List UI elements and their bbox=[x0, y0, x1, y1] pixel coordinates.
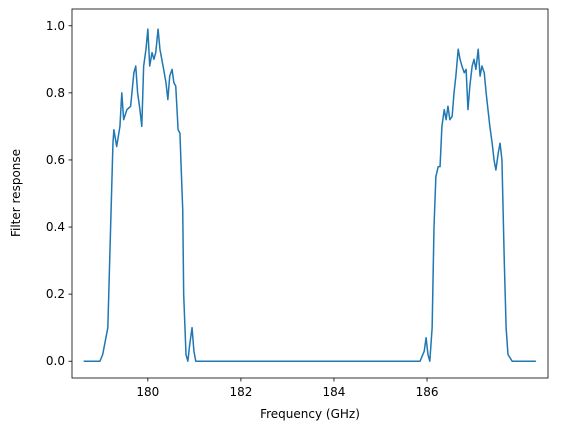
y-tick-label: 0.2 bbox=[46, 287, 65, 301]
x-axis-label: Frequency (GHz) bbox=[260, 407, 360, 421]
y-tick-label: 0.0 bbox=[46, 354, 65, 368]
y-tick-label: 0.4 bbox=[46, 220, 65, 234]
y-tick-label: 0.6 bbox=[46, 153, 65, 167]
x-tick-label: 186 bbox=[416, 385, 439, 399]
y-axis-label: Filter response bbox=[9, 149, 23, 237]
axes-frame bbox=[71, 8, 549, 379]
x-tick-label: 182 bbox=[229, 385, 252, 399]
x-tick-label: 180 bbox=[136, 385, 159, 399]
y-tick-label: 0.8 bbox=[46, 86, 65, 100]
line-series bbox=[83, 28, 536, 362]
x-tick-label: 184 bbox=[323, 385, 346, 399]
y-tick-label: 1.0 bbox=[46, 19, 65, 33]
